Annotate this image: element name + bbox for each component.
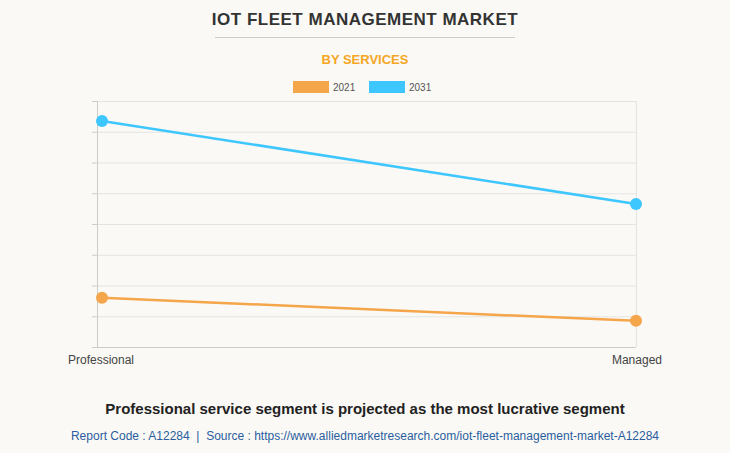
point bbox=[630, 198, 642, 210]
x-tick-label: Managed bbox=[612, 353, 662, 367]
subtitle: BY SERVICES bbox=[322, 52, 409, 67]
grid bbox=[92, 102, 636, 348]
plot-edge bbox=[636, 101, 637, 347]
chart: IOT FLEET MANAGEMENT MARKET BY SERVICES 20… bbox=[0, 0, 730, 453]
series-line bbox=[102, 298, 636, 321]
y-tick bbox=[92, 132, 97, 133]
point bbox=[96, 292, 108, 304]
y-tick bbox=[92, 193, 97, 194]
legend: 2021 2031 bbox=[293, 81, 432, 93]
chart-root: IOT FLEET MANAGEMENT MARKET BY SERVICES 20… bbox=[0, 0, 730, 453]
caption: Professional service segment is projecte… bbox=[105, 400, 624, 417]
legend-item: 2021 bbox=[293, 81, 356, 93]
legend-label: 2031 bbox=[409, 82, 432, 93]
legend-item: 2031 bbox=[369, 81, 432, 93]
y-axis bbox=[97, 101, 98, 347]
legend-swatch bbox=[293, 81, 329, 93]
y-tick bbox=[92, 101, 97, 102]
grid-line bbox=[97, 224, 636, 225]
y-tick bbox=[92, 163, 97, 164]
point bbox=[630, 315, 642, 327]
legend-label: 2021 bbox=[333, 82, 356, 93]
grid-line bbox=[97, 347, 636, 348]
marks bbox=[96, 115, 642, 327]
title: IOT FLEET MANAGEMENT MARKET bbox=[212, 10, 518, 29]
series-line bbox=[102, 121, 636, 204]
grid-line bbox=[97, 101, 636, 102]
legend-swatch bbox=[369, 81, 405, 93]
grid-line bbox=[97, 255, 636, 256]
y-tick bbox=[92, 286, 97, 287]
source: Report Code : A12284 | Source : https://… bbox=[71, 429, 659, 443]
point bbox=[96, 115, 108, 127]
y-tick bbox=[92, 316, 97, 317]
grid-line bbox=[97, 286, 636, 287]
background bbox=[0, 0, 730, 453]
title-rule bbox=[215, 37, 515, 38]
y-tick bbox=[92, 255, 97, 256]
x-tick-label: Professional bbox=[68, 353, 134, 367]
x-axis bbox=[97, 347, 636, 348]
y-tick bbox=[92, 224, 97, 225]
y-tick bbox=[92, 347, 97, 348]
grid-line bbox=[97, 193, 636, 194]
